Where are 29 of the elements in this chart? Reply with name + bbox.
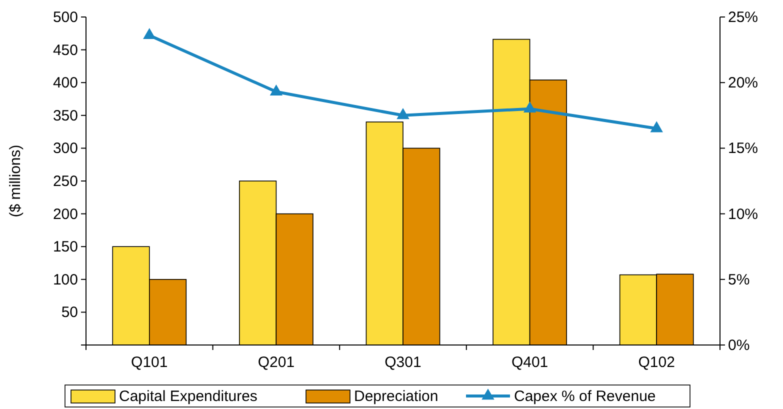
y2-tick-label: 20% bbox=[728, 74, 758, 92]
x-tick-label: Q301 bbox=[384, 354, 422, 371]
y-tick-label: 350 bbox=[52, 107, 78, 124]
x-tick-label: Q401 bbox=[511, 354, 548, 371]
y-axis-title: ($ millions) bbox=[7, 144, 24, 218]
y2-tick-label: 25% bbox=[728, 9, 758, 26]
y-tick-label: 500 bbox=[52, 9, 78, 26]
legend-label: Capital Expenditures bbox=[119, 388, 258, 405]
legend-label: Capex % of Revenue bbox=[514, 388, 656, 405]
point bbox=[396, 108, 410, 120]
y2-tick-label: 15% bbox=[728, 140, 758, 158]
point bbox=[523, 102, 536, 113]
y-tick-label: 250 bbox=[52, 173, 78, 190]
y-tick-label: 150 bbox=[52, 238, 78, 256]
x-tick-label: Q102 bbox=[638, 354, 675, 371]
y-tick-label: 400 bbox=[52, 74, 78, 92]
y-tick-label: 100 bbox=[52, 271, 78, 288]
x-tick-label: Q201 bbox=[258, 354, 295, 371]
y-tick-label: 200 bbox=[52, 206, 78, 223]
y-tick-label: 50 bbox=[61, 304, 78, 322]
y-tick-label: 300 bbox=[52, 140, 78, 158]
y2-tick-label: 10% bbox=[728, 206, 758, 223]
y2-tick-label: 0% bbox=[728, 337, 750, 354]
point bbox=[650, 121, 663, 132]
point bbox=[270, 84, 283, 96]
y2-tick-label: 5% bbox=[728, 271, 750, 288]
y-tick-label: 450 bbox=[52, 42, 78, 59]
legend-label: Depreciation bbox=[354, 388, 438, 405]
x-tick-label: Q101 bbox=[131, 354, 168, 371]
